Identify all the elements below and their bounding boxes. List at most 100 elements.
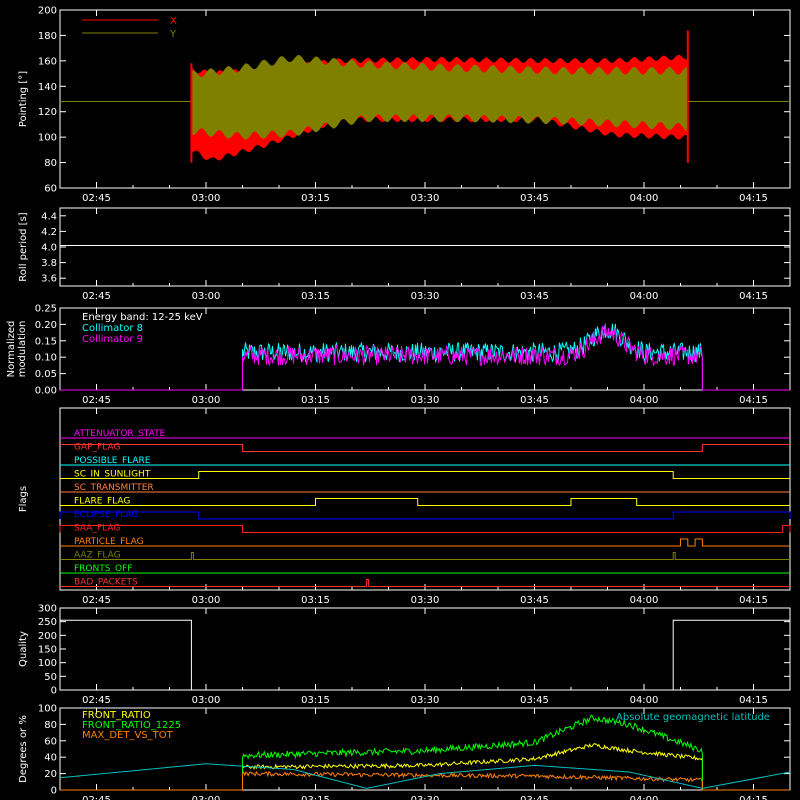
y-tick-label: 0.00	[35, 386, 57, 397]
flag-trace-eclipse-flag	[59, 511, 791, 520]
ratio-line-3	[60, 770, 790, 791]
flag-trace-bad-packets	[60, 579, 790, 587]
x-tick-label: 03:30	[411, 795, 440, 800]
y-tick-label: 120	[38, 107, 57, 118]
x-tick-label: 02:45	[82, 595, 111, 606]
legend-label-collimator-9: Collimator 9	[82, 334, 143, 345]
y-tick-label: 150	[38, 645, 57, 656]
x-tick-label: 03:15	[301, 291, 330, 302]
x-tick-label: 03:30	[411, 595, 440, 606]
x-tick-label: 02:45	[82, 291, 111, 302]
x-tick-label: 03:15	[301, 695, 330, 706]
y-tick-label: 0.15	[35, 336, 57, 347]
y-tick-label: 4.0	[41, 243, 57, 254]
x-tick-label: 03:45	[520, 795, 549, 800]
legend-label-max-det-vs-tot: MAX_DET_VS_TOT	[82, 730, 174, 741]
flag-label-bad-packets: BAD_PACKETS	[74, 578, 138, 588]
flag-label-attenuator-state: ATTENUATOR_STATE	[74, 429, 166, 439]
y-tick-label: 0.05	[35, 369, 57, 380]
y-axis-label: Degrees or %	[18, 715, 29, 783]
x-tick-label: 03:45	[520, 193, 549, 204]
modulation-line-9	[60, 323, 790, 391]
x-tick-label: 02:45	[82, 193, 111, 204]
x-tick-label: 03:45	[520, 291, 549, 302]
flag-label-flare-flag: FLARE_FLAG	[74, 497, 130, 507]
legend-label-y: Y	[169, 29, 177, 40]
y-tick-label: 3.6	[41, 274, 57, 285]
legend-label-front-ratio-1225: FRONT_RATIO_1225	[82, 720, 181, 731]
panel-4: 02:45 03:00 03:15 03:30 03:45 04:00 04:15 Flags…	[18, 407, 791, 606]
ratio-line-1	[60, 742, 790, 791]
y-axis-label: Normalized	[6, 321, 17, 378]
y-tick-label: 80	[44, 158, 57, 169]
x-tick-label: 03:30	[411, 695, 440, 706]
y-tick-label: 0.10	[35, 353, 57, 364]
x-tick-label: 04:15	[739, 695, 768, 706]
x-tick-label: 03:30	[411, 291, 440, 302]
y-tick-label: 0	[51, 786, 57, 797]
x-tick-label: 03:30	[411, 193, 440, 204]
flag-label-gap-flag: GAP_FLAG	[74, 443, 120, 453]
x-tick-label: 03:15	[301, 193, 330, 204]
y-tick-label: 3.8	[41, 258, 57, 269]
y-tick-label: 4.4	[41, 211, 57, 222]
y-tick-label: 4.2	[41, 227, 57, 238]
y-tick-label: 100	[38, 658, 57, 669]
y-tick-label: 100	[38, 704, 57, 715]
x-tick-label: 04:15	[739, 395, 768, 406]
panel-1: 02:45 03:00 03:15 03:30 03:45 04:00 04:15 Point…	[18, 6, 791, 204]
y-tick-label: 100	[38, 133, 57, 144]
ratio-line-4	[59, 763, 791, 789]
flag-label-sc-in-sunlight: SC_IN_SUNLIGHT	[74, 470, 151, 480]
x-tick-label: 02:45	[82, 795, 111, 800]
y-tick-label: 250	[38, 617, 57, 628]
x-tick-label: 04:00	[630, 795, 659, 800]
y-tick-label: 40	[44, 753, 57, 764]
x-tick-label: 04:00	[630, 193, 659, 204]
flag-trace-flare-flag	[60, 498, 790, 506]
x-tick-label: 03:00	[192, 795, 221, 800]
y-tick-label: 200	[38, 6, 57, 17]
y-tick-label: 300	[38, 604, 57, 615]
x-tick-label: 03:00	[192, 595, 221, 606]
x-tick-label: 02:45	[82, 395, 111, 406]
x-tick-label: 03:45	[520, 595, 549, 606]
x-tick-label: 03:00	[192, 193, 221, 204]
flag-trace-gap-flag	[60, 444, 790, 452]
flag-trace-sc-in-sunlight	[60, 471, 790, 479]
y-axis-label: Quality	[18, 631, 29, 667]
y-axis-label: Pointing [°]	[18, 71, 29, 127]
y-tick-label: 160	[38, 56, 57, 67]
x-tick-label: 03:00	[192, 695, 221, 706]
x-tick-label: 03:30	[411, 395, 440, 406]
flag-label-possible-flare: POSSIBLE_FLARE	[74, 456, 151, 466]
y-axis-label: Flags	[18, 486, 29, 512]
y-tick-label: 80	[44, 720, 57, 731]
x-tick-label: 04:00	[630, 395, 659, 406]
x-tick-label: 04:15	[739, 291, 768, 302]
y-tick-label: 0	[51, 686, 57, 697]
x-tick-label: 03:00	[192, 291, 221, 302]
x-tick-label: 04:15	[739, 193, 768, 204]
flag-label-saa-flag: SAA_FLAG	[74, 524, 120, 534]
x-tick-label: 03:45	[520, 695, 549, 706]
y-tick-label: 180	[38, 31, 57, 42]
y-tick-label: 0.25	[35, 304, 57, 315]
y-tick-label: 60	[44, 184, 57, 195]
quality-line	[60, 619, 790, 691]
x-tick-label: 03:45	[520, 395, 549, 406]
legend-label-x: X	[170, 16, 177, 27]
y-axis-label: Roll period [s]	[18, 212, 29, 281]
y-tick-label: 140	[38, 82, 57, 93]
panel-6: 02:45 03:00 03:15 03:30 03:45 04:00 04:15 Degre…	[18, 704, 791, 800]
flag-label-aaz-flag: AAZ_FLAG	[74, 551, 121, 561]
ratio-line-2	[60, 714, 790, 791]
panel-2: 02:45 03:00 03:15 03:30 03:45 04:00 04:15 Roll …	[18, 207, 791, 302]
flag-trace-saa-flag	[59, 525, 791, 533]
legend-label-front-ratio: FRONT_RATIO	[82, 710, 151, 721]
flag-label-sc-transmitter: SC_TRANSMITTER	[74, 483, 154, 493]
legend-label-geomagnetic-latitude: Absolute geomagnetic latitude	[616, 712, 770, 723]
y-tick-label: 60	[44, 736, 57, 747]
y-tick-label: 0.20	[35, 320, 57, 331]
